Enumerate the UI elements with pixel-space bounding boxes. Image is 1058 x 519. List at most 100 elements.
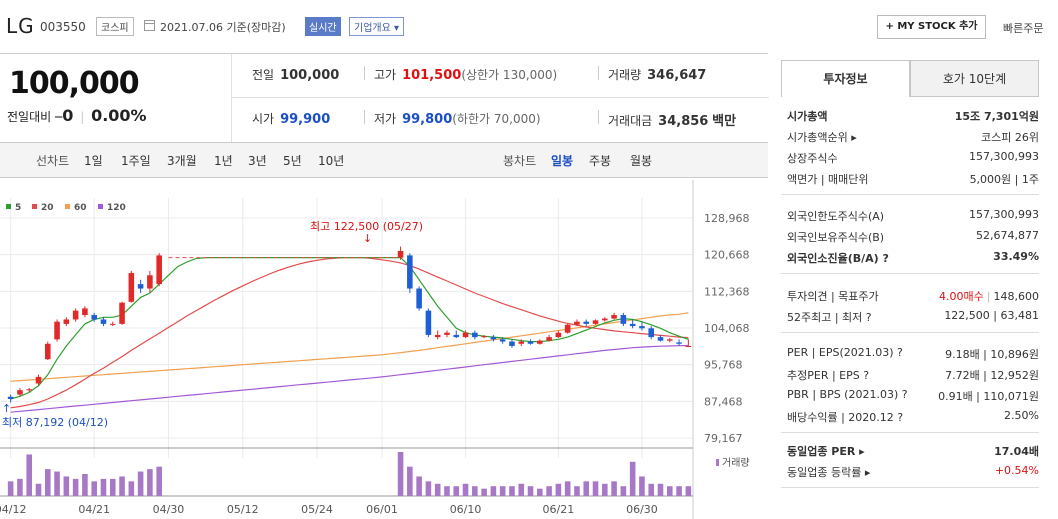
candle-body — [509, 341, 515, 346]
tab-weekly[interactable]: 주봉 — [589, 154, 612, 168]
info-value: 0.91배 | 110,071원 — [938, 390, 1039, 403]
info-row: 배당수익률 | 2020.12 ? 2.50% — [781, 406, 1039, 427]
candle-chart-label[interactable]: 봉차트 — [503, 154, 537, 168]
lower-limit: (하한가 70,000) — [452, 112, 541, 126]
y-tick-label: 79,167 — [704, 432, 743, 445]
legend-label: 120 — [107, 203, 126, 213]
x-tick-label: 06/30 — [626, 503, 658, 516]
volume-bar — [156, 466, 162, 496]
volume-bar — [397, 452, 404, 496]
volume-bar — [602, 483, 608, 496]
tab-5y[interactable]: 5년 — [283, 154, 302, 168]
upper-limit: (상한가 130,000) — [461, 68, 558, 82]
line-chart-label[interactable]: 선차트 — [36, 154, 70, 168]
candle-body — [583, 321, 590, 324]
volume-bar — [518, 483, 525, 496]
prev-close-label: 전일 — [252, 68, 275, 82]
realtime-button[interactable]: 실시간 — [305, 17, 341, 36]
x-tick-label: 04/30 — [153, 503, 185, 516]
ma120-line — [10, 344, 689, 413]
tab-monthly[interactable]: 월봉 — [630, 154, 653, 168]
info-value: 4.00매수 | 148,600 — [939, 290, 1039, 303]
volume-bar — [407, 466, 413, 496]
y-tick-label: 95,768 — [704, 359, 743, 372]
legend-swatch — [32, 204, 37, 209]
volume-bar — [128, 481, 135, 496]
info-row: 액면가 | 매매단위 5,000원 | 1주 — [781, 168, 1039, 189]
info-value: 15조 7,301억원 — [954, 110, 1039, 123]
candle-body — [82, 308, 88, 316]
volume-bar — [109, 478, 116, 496]
info-label: 상장주식수 — [787, 152, 838, 165]
open-label: 시가 — [252, 112, 275, 126]
y-tick-label: 112,368 — [704, 285, 750, 298]
info-row: 동일업종 PER ▸ 17.04배 — [781, 440, 1039, 461]
info-row: 외국인소진율(B/A) ? 33.49% — [781, 247, 1039, 268]
x-tick-label: 05/12 — [227, 503, 259, 516]
candle-body — [100, 319, 107, 324]
quick-order-link[interactable]: 빠른주문 — [1003, 22, 1044, 35]
volume-bar — [574, 486, 580, 496]
candle-body — [17, 390, 23, 395]
change-pct: 0.00% — [91, 106, 147, 125]
candle-body — [564, 324, 571, 333]
tab-investment-info[interactable]: 투자정보 — [781, 60, 910, 97]
candle-body — [648, 328, 655, 338]
candle-body — [35, 376, 42, 384]
y-tick-label: 128,968 — [704, 212, 750, 225]
change-label: 전일대비 — [7, 110, 52, 124]
stock-chart: 128,968 120,668 112,368 104,068 95,768 87,468… — [0, 180, 768, 519]
candle-body — [44, 343, 51, 360]
candle-body — [676, 342, 682, 344]
legend-swatch — [98, 204, 103, 209]
volume-bar — [537, 488, 543, 496]
legend-label: 5 — [15, 203, 21, 213]
tab-1y[interactable]: 1년 — [214, 154, 233, 168]
candle-body — [481, 336, 487, 338]
candle-body — [657, 337, 664, 341]
info-label: 시가총액 — [787, 110, 828, 123]
volume-bar — [416, 476, 422, 496]
candle-body — [611, 315, 617, 319]
info-section-sec1: 시가총액 15조 7,301억원 시가총액순위 ▸ 코스피 26위 상장주식수 157,3… — [781, 105, 1039, 195]
candle-body — [592, 320, 599, 324]
candle-body — [137, 284, 144, 289]
candle-body — [54, 321, 60, 340]
info-value: 9.18배 | 10,896원 — [945, 348, 1039, 361]
tab-3y[interactable]: 3년 — [248, 154, 267, 168]
candle-body — [26, 389, 32, 391]
candle-body — [397, 250, 404, 258]
tab-daily[interactable]: 일봉 — [551, 154, 574, 168]
corp-overview-button[interactable]: 기업개요 ▾ — [349, 17, 404, 36]
low-label: 저가 — [374, 112, 397, 126]
candle-body — [147, 275, 153, 289]
y-tick-label: 87,468 — [704, 395, 743, 408]
volume-bar — [434, 483, 441, 496]
volume-bar — [639, 476, 645, 496]
candle-body — [156, 255, 162, 285]
volume-bar — [592, 481, 599, 496]
add-mystock-button[interactable]: + MY STOCK 추가 — [877, 15, 986, 39]
x-tick-label: 04/12 — [0, 503, 26, 516]
stock-name: LG — [6, 14, 35, 38]
volume-label: 거래량 — [722, 457, 750, 469]
x-tick-label: 04/21 — [78, 503, 110, 516]
volume-bar — [629, 461, 636, 496]
candle-body — [667, 339, 673, 341]
candle-body — [527, 341, 534, 344]
tab-1w[interactable]: 1주일 — [121, 154, 151, 168]
volume-bar — [472, 486, 478, 496]
min-price-label: 최저 87,192 (04/12) — [2, 416, 108, 429]
market-badge: 코스피 — [96, 17, 134, 36]
y-tick-label: 104,068 — [704, 322, 750, 335]
candle-body — [499, 339, 506, 342]
tab-10y[interactable]: 10년 — [318, 154, 345, 168]
candle-body — [537, 340, 543, 344]
info-label: 동일업종 PER ▸ — [787, 445, 865, 458]
candle-body — [128, 273, 135, 302]
volume-bar — [462, 483, 469, 496]
tab-order-book[interactable]: 호가 10단계 — [910, 60, 1039, 97]
volume-bar — [100, 478, 107, 496]
tab-1d[interactable]: 1일 — [84, 154, 103, 168]
tab-3m[interactable]: 3개월 — [167, 154, 197, 168]
